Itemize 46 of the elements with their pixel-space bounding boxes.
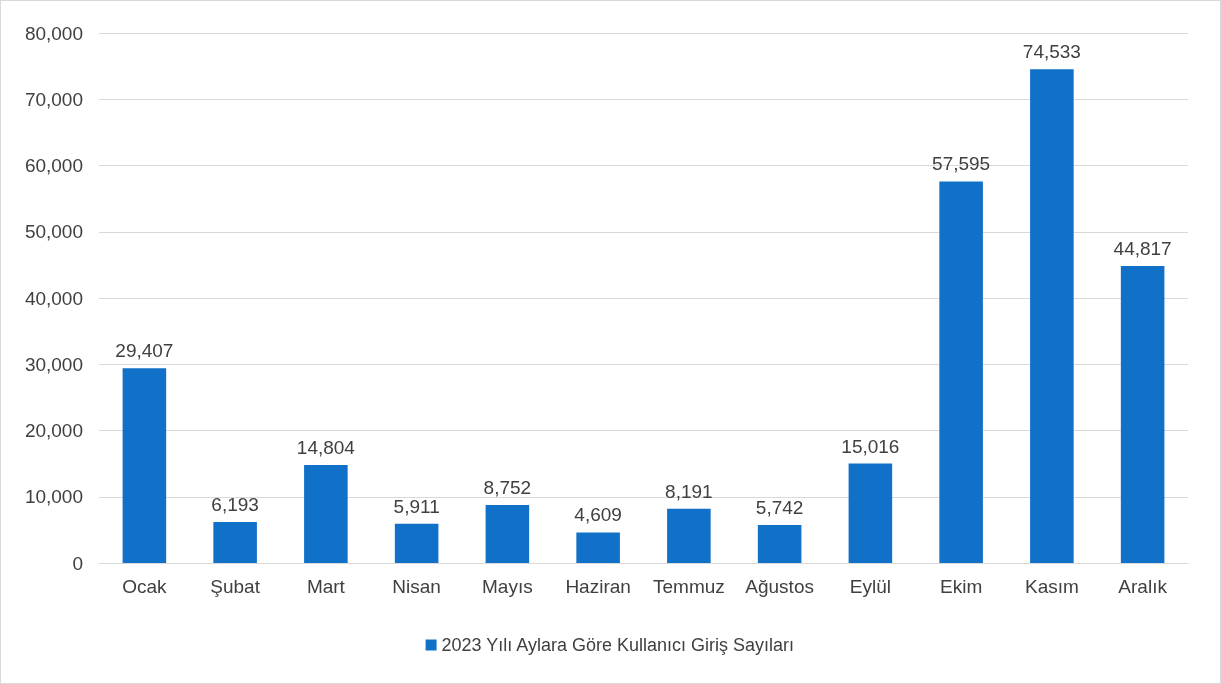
bar — [304, 464, 348, 563]
y-tick-label: 50,000 — [24, 221, 83, 243]
data-label: 15,016 — [841, 435, 900, 457]
bar — [576, 532, 620, 563]
x-tick-label: Ağustos — [745, 576, 814, 597]
data-label: 4,609 — [574, 504, 622, 526]
bar — [213, 521, 257, 563]
y-tick-label: 60,000 — [24, 155, 83, 176]
y-tick-label: 80,000 — [24, 22, 83, 44]
y-tick-label: 40,000 — [24, 287, 83, 309]
bar — [394, 523, 439, 563]
data-label: 5,742 — [755, 496, 804, 518]
x-tick-label: Eylül — [849, 576, 891, 597]
x-tick-label: Mart — [306, 576, 346, 597]
data-label: 44,817 — [1113, 238, 1172, 260]
bar — [485, 505, 530, 563]
bar — [122, 368, 167, 563]
x-tick-label: Aralık — [1118, 576, 1168, 597]
x-tick-label: Şubat — [210, 576, 261, 597]
x-tick-label: Kasım — [1024, 576, 1079, 597]
x-tick-label: Haziran — [565, 576, 631, 597]
y-tick-label: 20,000 — [24, 420, 83, 441]
bar — [939, 181, 983, 563]
y-tick-label: 10,000 — [24, 486, 83, 508]
y-tick-label: 0 — [72, 552, 83, 574]
data-label: 14,804 — [296, 436, 356, 458]
x-tick-label: Ekim — [940, 576, 983, 597]
x-tick-label: Nisan — [392, 576, 441, 597]
bar — [1120, 266, 1165, 563]
data-label: 6,193 — [211, 493, 259, 515]
y-tick-label: 30,000 — [24, 353, 83, 375]
bar — [667, 508, 711, 563]
x-tick-label: Temmuz — [652, 576, 725, 597]
bar — [757, 524, 802, 563]
data-label: 8,191 — [665, 480, 713, 502]
data-label: 74,533 — [1022, 41, 1081, 63]
x-tick-label: Mayıs — [482, 576, 533, 597]
data-label: 8,752 — [483, 477, 532, 499]
y-tick-label: 70,000 — [24, 88, 83, 110]
x-tick-label: Ocak — [122, 576, 168, 597]
bar — [1030, 69, 1074, 563]
data-label: 29,407 — [115, 340, 174, 362]
bar — [848, 463, 893, 563]
legend-label: 2023 Yılı Aylara Göre Kullanıcı Giriş Sayıları — [441, 635, 795, 655]
data-label: 5,911 — [393, 495, 440, 517]
data-label: 57,595 — [932, 153, 991, 175]
